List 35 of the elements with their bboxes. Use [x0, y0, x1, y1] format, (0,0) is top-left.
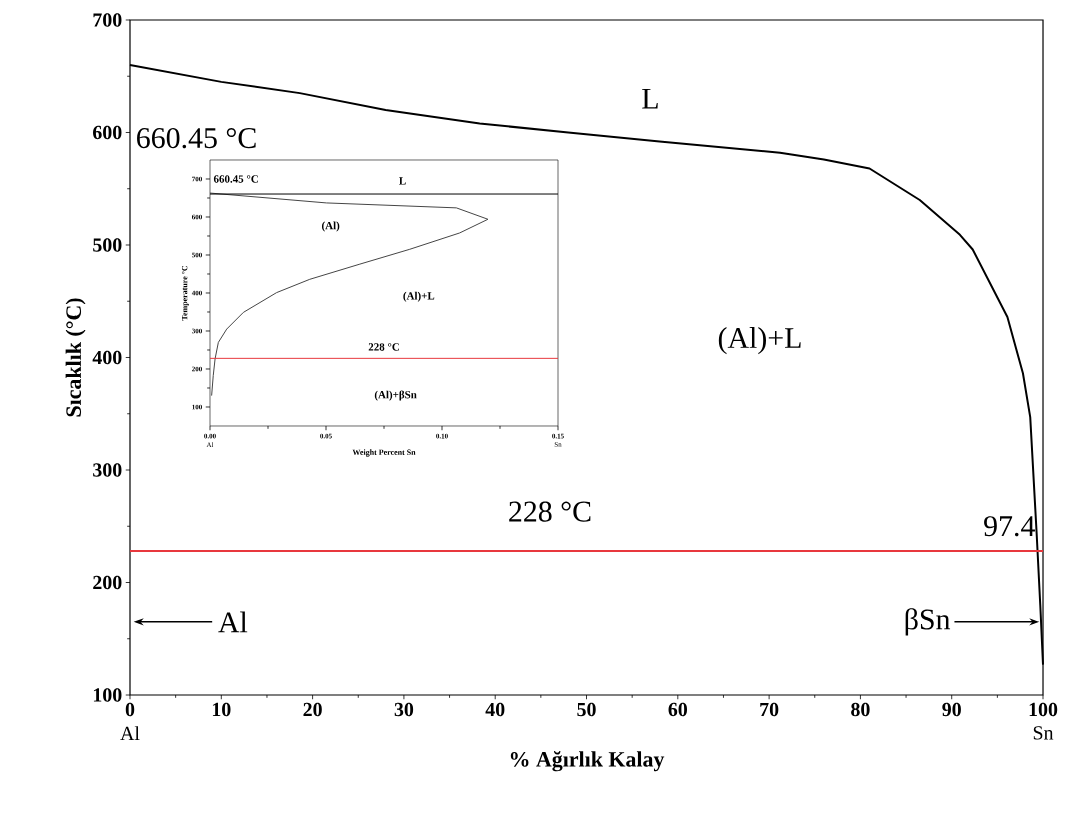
y-tick-label: 500: [93, 238, 122, 252]
annotation: 228 °C: [368, 343, 399, 351]
y-tick-label: 100: [93, 688, 122, 702]
x-tick-label: 90: [942, 702, 961, 717]
text: Sn: [1033, 726, 1054, 740]
y-tick-label: 300: [93, 463, 122, 477]
annotation: L: [399, 177, 406, 185]
text: Al: [120, 726, 140, 741]
x-tick-label: 20: [303, 702, 322, 717]
y-axis-title: Sıcaklık (°C): [65, 298, 86, 417]
annotation: 660.45 °C: [137, 127, 256, 149]
x-tick-label: 10: [212, 702, 231, 717]
x-tick-label: 30: [394, 702, 414, 717]
annotation: 97.4: [984, 516, 1035, 537]
annotation: 660.45 °C: [213, 175, 258, 183]
x-tick-label: 100: [1029, 702, 1058, 717]
y-tick-label: 200: [93, 575, 122, 590]
annotation: (Al)+βSn: [374, 390, 417, 401]
y-tick-label: 700: [93, 13, 122, 27]
x-tick-label: 0: [125, 702, 135, 717]
x-tick-label: 80: [851, 702, 870, 717]
x-tick-label: 50: [577, 702, 596, 717]
x-tick-label: 60: [668, 702, 688, 717]
y-tick-label: 600: [93, 125, 122, 140]
annotation: 228 °C: [509, 501, 591, 522]
annotation: L: [642, 88, 658, 109]
x-tick-label: 70: [760, 702, 779, 717]
annotation: (Al): [322, 221, 340, 232]
annotation: (Al)+L: [403, 291, 435, 302]
y-tick-label: 400: [92, 350, 122, 365]
annotation: (Al)+L: [718, 327, 801, 355]
annotation: βSn: [905, 608, 951, 636]
x-tick-label: 40: [485, 702, 505, 717]
annotation: Al: [218, 611, 248, 633]
x-axis-title: % Ağırlık Kalay: [510, 751, 665, 772]
